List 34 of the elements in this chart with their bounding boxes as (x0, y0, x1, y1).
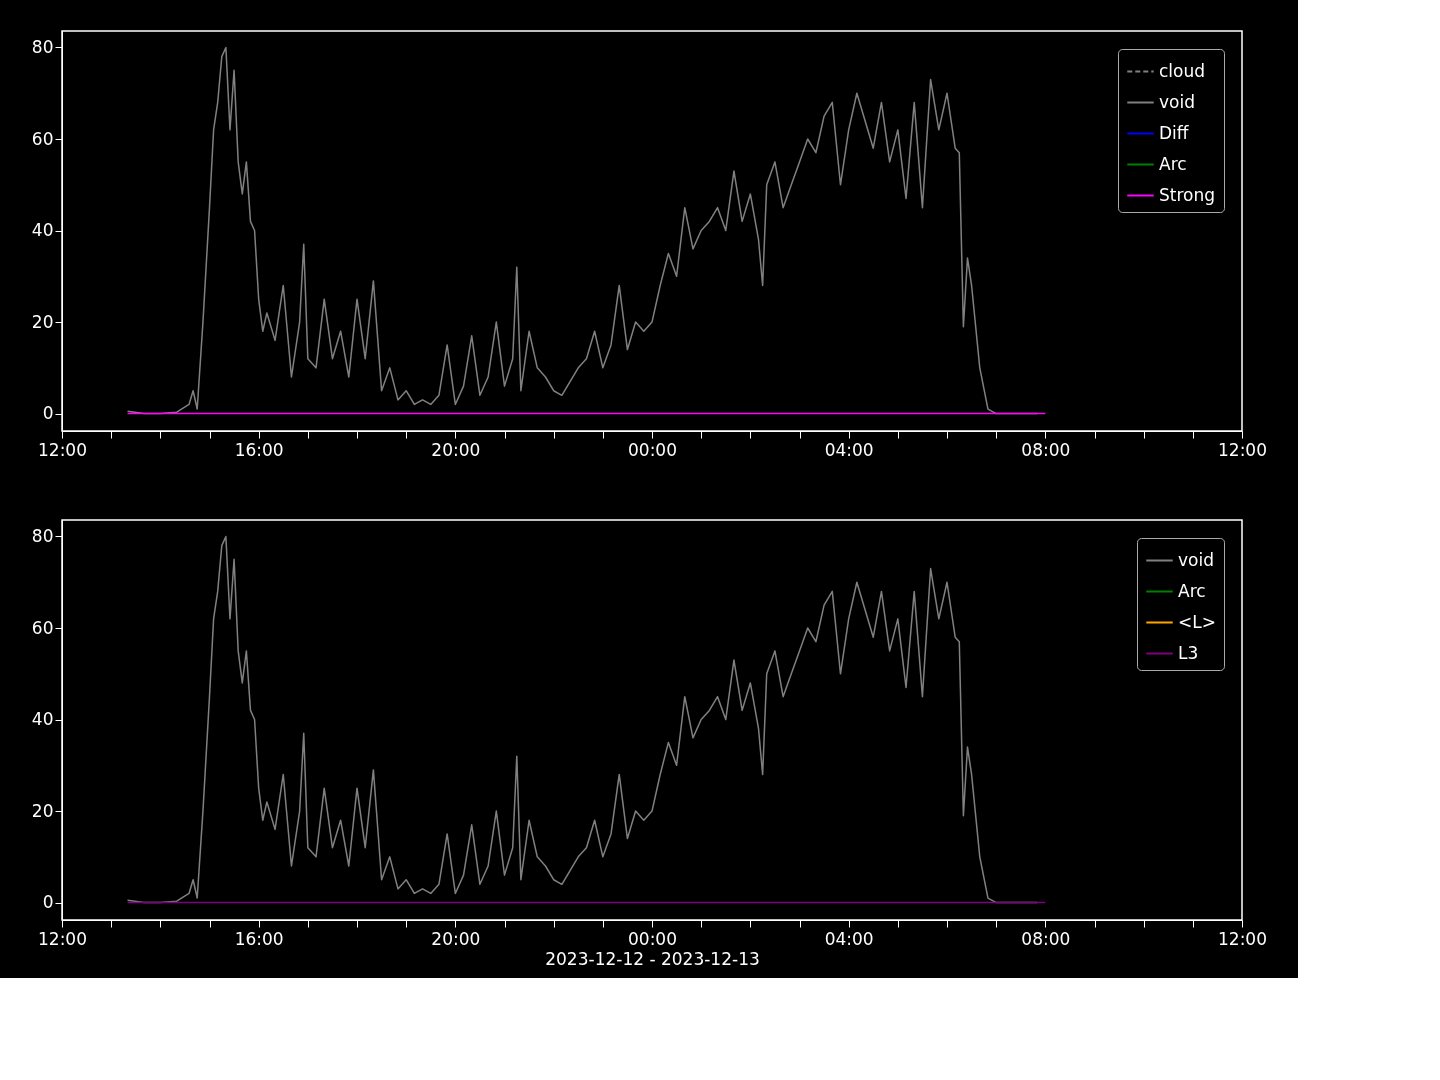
y-tick-label: 60 (31, 128, 54, 149)
x-tick-label: 20:00 (431, 439, 481, 460)
x-tick-label: 16:00 (234, 928, 284, 949)
y-tick-label: 60 (31, 617, 54, 638)
legend-label: L3 (1178, 642, 1199, 663)
y-tick-label: 0 (42, 403, 54, 424)
x-tick-label: 00:00 (628, 928, 677, 949)
y-tick-label: 80 (31, 36, 54, 57)
x-axis-title: 2023-12-12 - 2023-12-13 (545, 948, 760, 969)
x-tick-label: 12:00 (1218, 439, 1267, 460)
x-tick-label: 16:00 (234, 439, 284, 460)
legend-label: cloud (1159, 60, 1206, 81)
legend-label: <L> (1178, 611, 1216, 632)
y-tick-label: 0 (42, 892, 54, 913)
x-tick-label: 00:00 (628, 439, 677, 460)
x-tick-label: 20:00 (431, 928, 481, 949)
x-tick-label: 12:00 (38, 439, 87, 460)
x-tick-label: 12:00 (1218, 928, 1267, 949)
x-tick-label: 08:00 (1021, 928, 1071, 949)
legend-label: void (1159, 91, 1195, 112)
x-tick-label: 12:00 (38, 928, 87, 949)
legend-label: Arc (1159, 153, 1187, 174)
x-tick-label: 04:00 (824, 439, 874, 460)
y-tick-label: 40 (31, 220, 54, 241)
y-tick-label: 20 (31, 311, 54, 332)
legend-label: void (1178, 549, 1214, 570)
legend-label: Strong (1159, 184, 1216, 205)
y-tick-label: 80 (31, 525, 54, 546)
legend-label: Arc (1178, 580, 1206, 601)
x-tick-label: 08:00 (1021, 439, 1071, 460)
y-tick-label: 40 (31, 709, 54, 730)
y-tick-label: 20 (31, 800, 54, 821)
x-tick-label: 04:00 (824, 928, 874, 949)
legend-label: Diff (1159, 122, 1190, 143)
